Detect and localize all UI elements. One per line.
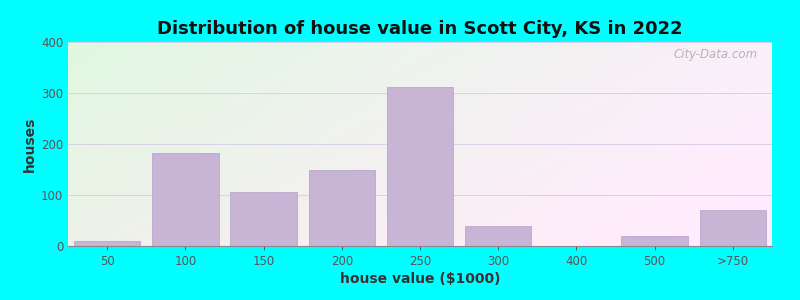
Bar	[700, 210, 766, 246]
Text: City-Data.com: City-Data.com	[674, 48, 758, 61]
Bar	[309, 169, 375, 246]
Bar	[386, 87, 454, 246]
X-axis label: house value ($1000): house value ($1000)	[340, 272, 500, 286]
Bar	[230, 193, 297, 246]
Bar	[74, 241, 140, 246]
Bar	[622, 236, 688, 246]
Bar	[152, 153, 218, 246]
Y-axis label: houses: houses	[22, 116, 37, 172]
Title: Distribution of house value in Scott City, KS in 2022: Distribution of house value in Scott Cit…	[157, 20, 683, 38]
Bar	[465, 226, 531, 246]
